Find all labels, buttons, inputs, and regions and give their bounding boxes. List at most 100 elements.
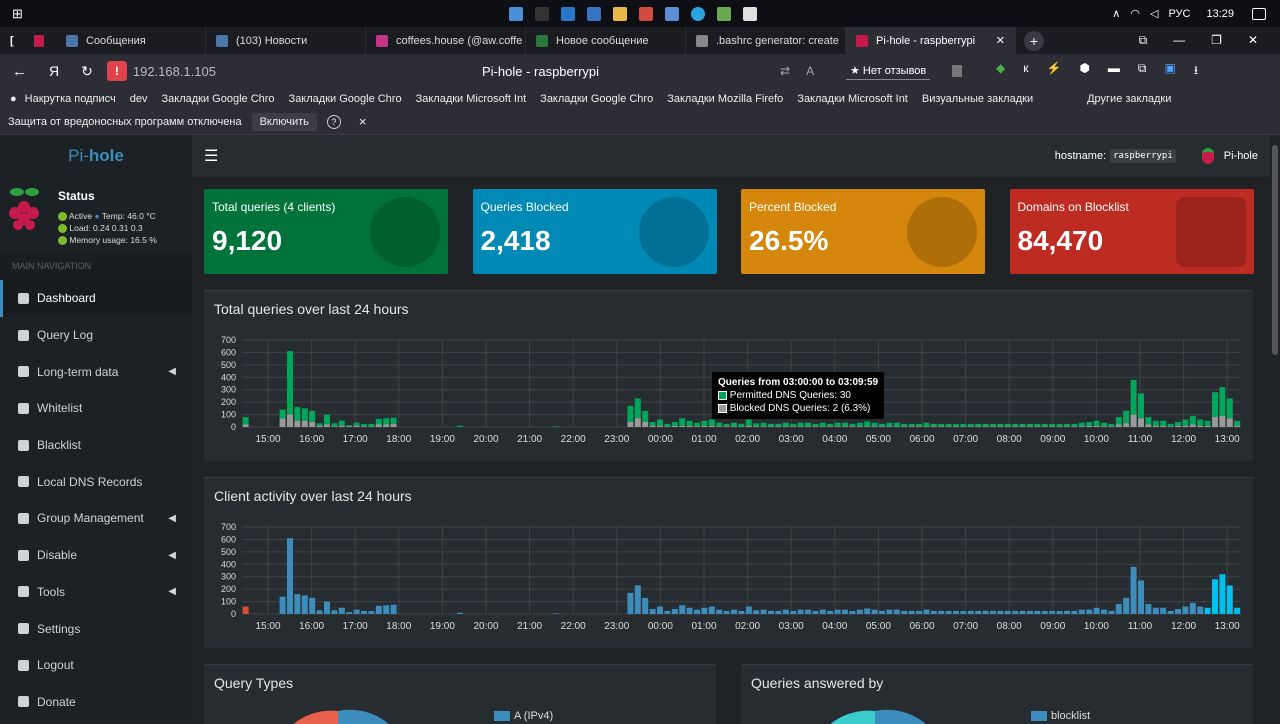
vk-icon[interactable]: к [1023,60,1029,75]
extension-icon[interactable]: ⬢ [1079,60,1090,75]
chart-bar[interactable] [679,418,686,426]
chart-bar[interactable] [953,426,959,427]
chart-bar[interactable] [1027,610,1033,614]
chart-bar[interactable] [1019,610,1026,614]
chart-bar[interactable] [842,426,848,427]
browser-tab[interactable]: .bashrc generator: create [686,27,846,54]
chart-bar[interactable] [960,426,967,427]
chart-bar[interactable] [708,606,715,614]
chart-bar[interactable] [871,422,878,427]
chart-bar[interactable] [279,418,286,427]
bookmark-item[interactable]: Визуальные закладки [921,92,1034,105]
chart-bar[interactable] [634,585,641,614]
notification-icon[interactable] [1252,7,1266,20]
chart-bar[interactable] [657,419,663,426]
volume-icon[interactable]: ◁ [1149,8,1159,20]
bookmark-item[interactable]: dev [129,92,148,105]
sidebar-toggle-icon[interactable]: [ [10,34,14,47]
chart-bar[interactable] [723,610,730,614]
chart-bar[interactable] [708,425,715,427]
chart-bar[interactable] [671,609,678,614]
page-scrollbar[interactable] [1270,135,1280,720]
chart-bar[interactable] [353,422,360,426]
chart-bar[interactable] [368,423,375,427]
chart-bar[interactable] [1152,420,1159,426]
chart-bar[interactable] [731,426,737,427]
chart-bar[interactable] [287,351,293,415]
chart-bar[interactable] [1197,419,1204,426]
chart-bar[interactable] [1093,420,1100,426]
chart-bar[interactable] [790,423,797,427]
chart-bar[interactable] [1145,417,1152,425]
chart-bar[interactable] [353,609,360,614]
answered-pie[interactable] [811,709,1011,724]
nav-item-local-dns-records[interactable]: Local DNS Records [0,463,192,500]
chart-bar[interactable] [1078,609,1085,614]
chart-bar[interactable] [908,423,915,427]
chart-bar[interactable] [375,605,382,614]
chart-bar[interactable] [997,610,1004,614]
chart-bar[interactable] [930,426,937,427]
chart-bar[interactable] [901,423,908,427]
chart-bar[interactable] [886,426,893,427]
chart-bar[interactable] [768,423,774,427]
chart-bar[interactable] [886,609,893,614]
header-app-name[interactable]: Pi-hole [1223,150,1258,162]
chart-bar[interactable] [879,426,885,427]
chart-bar[interactable] [383,418,390,425]
chart-bar[interactable] [864,421,871,427]
chart-bar[interactable] [634,398,641,419]
chart-bar[interactable] [1093,607,1100,614]
chart-bar[interactable] [945,426,952,427]
chart-bar[interactable] [316,610,323,614]
chart-bar[interactable] [982,423,989,427]
chart-bar[interactable] [368,610,375,614]
chart-bar[interactable] [242,606,249,614]
browser-taskbar-icon[interactable] [638,6,653,21]
tray-chevron-icon[interactable]: ∧ [1112,8,1121,20]
chart-bar[interactable] [324,414,330,425]
chart-bar[interactable] [383,605,390,614]
chart-bar[interactable] [301,408,308,421]
close-window-icon[interactable]: ✕ [1247,33,1258,47]
chart-bar[interactable] [1086,425,1093,427]
chart-bar[interactable] [716,426,723,427]
chart-bar[interactable] [1049,423,1056,427]
chart-bar[interactable] [827,426,834,427]
remote-desktop-icon[interactable] [664,6,679,21]
chart-bar[interactable] [346,425,353,427]
bookmark-item[interactable]: Закладки Microsoft Int [797,92,908,105]
chart-bar[interactable] [634,418,641,427]
chart-bar[interactable] [694,422,700,427]
chart-bar[interactable] [1115,417,1122,425]
chart-bar[interactable] [1056,610,1063,614]
chart-bar[interactable] [1034,426,1041,427]
chart-bar[interactable] [1204,607,1211,614]
chart-bar[interactable] [812,610,819,614]
chart-bar[interactable] [1219,387,1226,416]
chart-bar[interactable] [901,610,908,614]
chart-bar[interactable] [775,426,782,427]
chart-bar[interactable] [390,604,397,614]
stat-box[interactable]: Percent Blocked 26.5% [741,189,985,274]
chart-bar[interactable] [1160,607,1167,614]
chart-bar[interactable] [849,423,856,427]
store-icon[interactable] [586,6,601,21]
chart-bar[interactable] [642,597,649,614]
chart-bar[interactable] [731,422,737,427]
nav-item-long-term-data[interactable]: Long-term data ◀ [0,353,192,390]
chart-bar[interactable] [960,423,967,427]
nav-item-settings[interactable]: Settings [0,610,192,647]
chart-bar[interactable] [1204,425,1211,427]
chart-bar[interactable] [1004,610,1011,614]
chart-bar[interactable] [916,610,922,614]
chart-bar[interactable] [1123,410,1130,424]
browser-tab[interactable]: Новое сообщение [526,27,686,54]
bookmark-item[interactable]: Накрутка подписч [24,92,116,105]
chart-bar[interactable] [753,610,760,614]
chart-bar[interactable] [782,422,789,427]
language-indicator[interactable]: РУС [1168,7,1191,20]
chart-bar[interactable] [1167,423,1174,427]
chart-bar[interactable] [1145,604,1152,614]
chart-bar[interactable] [671,425,678,427]
